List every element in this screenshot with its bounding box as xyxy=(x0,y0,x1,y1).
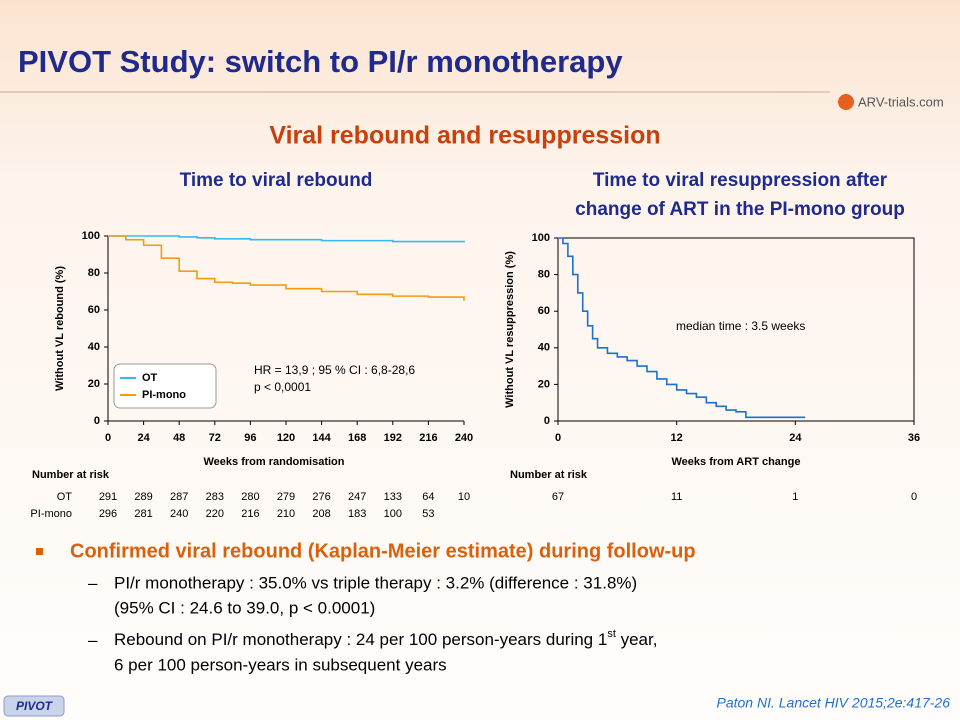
x-tick-label: 120 xyxy=(277,432,295,444)
risk-value: 240 xyxy=(170,508,188,520)
y-tick-label: 0 xyxy=(544,415,550,427)
bullet-heading: Confirmed viral rebound (Kaplan-Meier es… xyxy=(70,540,696,562)
x-tick-label: 24 xyxy=(789,432,802,444)
risk-value: 133 xyxy=(384,491,402,503)
x-axis-label: Weeks from randomisation xyxy=(204,456,345,468)
logo-icon xyxy=(838,94,854,110)
annotation: HR = 13,9 ; 95 % CI : 6,8-28,6 xyxy=(254,363,415,377)
y-tick-label: 100 xyxy=(82,230,100,242)
risk-value: 10 xyxy=(458,491,470,503)
annotation: p < 0,0001 xyxy=(254,380,311,394)
y-tick-label: 40 xyxy=(538,342,550,354)
dash: – xyxy=(88,573,98,592)
risk-value: 210 xyxy=(277,508,295,520)
bullet-item: Rebound on PI/r monotherapy : 24 per 100… xyxy=(114,628,657,650)
risk-value: 0 xyxy=(911,491,917,503)
y-tick-label: 100 xyxy=(532,232,550,244)
y-axis-label: Without VL resuppression (%) xyxy=(504,251,516,408)
km-curve xyxy=(108,235,465,301)
x-tick-label: 48 xyxy=(173,432,185,444)
text-run: Rebound on PI/r monotherapy : 24 per 100… xyxy=(114,630,607,649)
x-tick-label: 96 xyxy=(244,432,256,444)
y-tick-label: 80 xyxy=(538,269,550,281)
risk-value: 287 xyxy=(170,491,188,503)
risk-row-label: OT xyxy=(57,491,73,503)
bullet-item: PI/r monotherapy : 35.0% vs triple thera… xyxy=(114,573,637,592)
legend-label: OT xyxy=(142,372,158,384)
x-tick-label: 12 xyxy=(671,432,683,444)
x-tick-label: 144 xyxy=(312,432,331,444)
y-tick-label: 80 xyxy=(88,267,100,279)
risk-value: 64 xyxy=(422,491,434,503)
km-curve xyxy=(558,237,806,419)
risk-value: 283 xyxy=(206,491,224,503)
x-axis-label: Weeks from ART change xyxy=(672,456,801,468)
text-run: year, xyxy=(616,630,658,649)
risk-value: 281 xyxy=(134,508,152,520)
risk-value: 279 xyxy=(277,491,295,503)
superscript: st xyxy=(607,628,616,640)
y-tick-label: 0 xyxy=(94,415,100,427)
risk-value: 289 xyxy=(134,491,152,503)
y-tick-label: 20 xyxy=(88,378,100,390)
x-tick-label: 24 xyxy=(137,432,150,444)
x-tick-label: 192 xyxy=(384,432,402,444)
chart-title: change of ART in the PI-mono group xyxy=(575,199,905,220)
x-tick-label: 0 xyxy=(105,432,111,444)
km-curve xyxy=(108,235,465,243)
risk-value: 216 xyxy=(241,508,259,520)
chart-title: Time to viral rebound xyxy=(180,170,373,191)
bullet-marker xyxy=(36,548,43,555)
subtitle: Viral rebound and resuppression xyxy=(269,122,660,150)
risk-value: 67 xyxy=(552,491,564,503)
x-tick-label: 168 xyxy=(348,432,366,444)
risk-value: 100 xyxy=(384,508,402,520)
risk-value: 247 xyxy=(348,491,366,503)
y-tick-label: 20 xyxy=(538,378,550,390)
badge xyxy=(3,695,65,717)
y-tick-label: 60 xyxy=(88,304,100,316)
risk-value: 276 xyxy=(312,491,330,503)
x-tick-label: 0 xyxy=(555,432,561,444)
logo: ARV-trials.com xyxy=(858,94,944,109)
x-tick-label: 36 xyxy=(908,432,920,444)
risk-value: 296 xyxy=(99,508,117,520)
chart-title: Time to viral resuppression after xyxy=(593,170,888,191)
risk-value: 220 xyxy=(206,508,224,520)
bullet-item: (95% CI : 24.6 to 39.0, p < 0.0001) xyxy=(114,598,375,617)
legend-label: PI-mono xyxy=(142,389,186,401)
y-axis-label: Without VL rebound (%) xyxy=(54,266,66,391)
risk-value: 53 xyxy=(422,508,434,520)
risk-table-title: Number at risk xyxy=(32,469,110,481)
slide-title: PIVOT Study: switch to PI/r monotherapy xyxy=(18,44,623,79)
badge-text: PIVOT xyxy=(16,699,54,713)
bullet-item: 6 per 100 person-years in subsequent yea… xyxy=(114,655,447,674)
risk-value: 208 xyxy=(312,508,330,520)
risk-value: 1 xyxy=(792,491,798,503)
y-tick-label: 60 xyxy=(538,305,550,317)
risk-value: 11 xyxy=(671,491,682,503)
risk-value: 291 xyxy=(99,491,117,503)
dash: – xyxy=(88,630,98,649)
citation: Paton NI. Lancet HIV 2015;2e:417-26 xyxy=(717,695,951,711)
risk-table-title: Number at risk xyxy=(510,469,588,481)
risk-value: 183 xyxy=(348,508,366,520)
x-tick-label: 216 xyxy=(419,432,437,444)
legend-box xyxy=(113,363,217,409)
risk-row-label: PI-mono xyxy=(30,508,72,520)
x-tick-label: 240 xyxy=(455,432,473,444)
risk-value: 280 xyxy=(241,491,259,503)
y-tick-label: 40 xyxy=(88,341,100,353)
x-tick-label: 72 xyxy=(209,432,221,444)
annotation: median time : 3.5 weeks xyxy=(676,319,805,333)
